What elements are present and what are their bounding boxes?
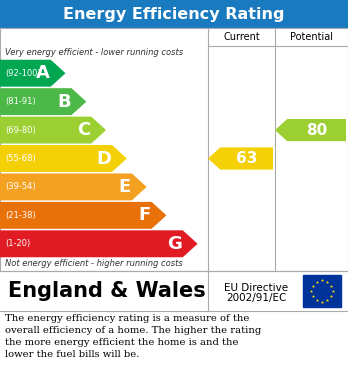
Text: The energy efficiency rating is a measure of the
overall efficiency of a home. T: The energy efficiency rating is a measur… (5, 314, 261, 359)
Text: G: G (167, 235, 182, 253)
Text: 2002/91/EC: 2002/91/EC (226, 293, 287, 303)
Text: (69-80): (69-80) (5, 126, 36, 135)
Text: 63: 63 (236, 151, 257, 166)
Text: B: B (57, 93, 71, 111)
Text: (21-38): (21-38) (5, 211, 36, 220)
Bar (0, 28, 348, 271)
Polygon shape (0, 117, 106, 143)
Text: Current: Current (223, 32, 260, 42)
Text: D: D (96, 149, 111, 167)
Text: E: E (119, 178, 131, 196)
Polygon shape (0, 88, 86, 115)
Polygon shape (0, 60, 65, 87)
Bar (0, 0, 348, 28)
Text: A: A (36, 64, 50, 82)
Text: 80: 80 (306, 122, 327, 138)
Text: (81-91): (81-91) (5, 97, 35, 106)
Text: (1-20): (1-20) (5, 239, 30, 248)
Bar (303, 275, 341, 307)
Text: (92-100): (92-100) (5, 69, 41, 78)
Polygon shape (0, 174, 147, 201)
Polygon shape (208, 147, 273, 170)
Text: (55-68): (55-68) (5, 154, 36, 163)
Polygon shape (0, 202, 166, 229)
Text: Potential: Potential (290, 32, 333, 42)
Polygon shape (0, 145, 127, 172)
Text: Very energy efficient - lower running costs: Very energy efficient - lower running co… (5, 48, 183, 57)
Text: Energy Efficiency Rating: Energy Efficiency Rating (63, 7, 285, 22)
Polygon shape (0, 230, 198, 257)
Text: C: C (77, 121, 90, 139)
Text: Not energy efficient - higher running costs: Not energy efficient - higher running co… (5, 259, 183, 268)
Text: EU Directive: EU Directive (224, 283, 288, 293)
Text: F: F (139, 206, 151, 224)
Text: (39-54): (39-54) (5, 183, 35, 192)
Text: England & Wales: England & Wales (8, 281, 206, 301)
Polygon shape (275, 119, 346, 141)
